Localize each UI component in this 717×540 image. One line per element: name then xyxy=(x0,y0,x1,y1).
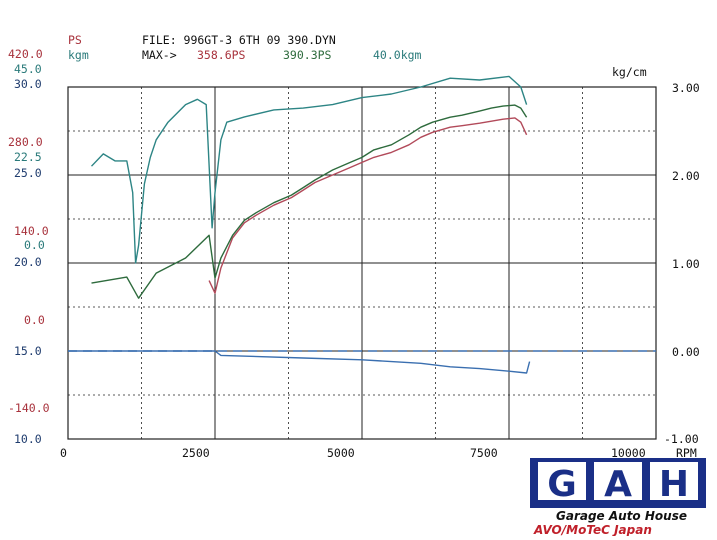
logo-letter: A xyxy=(604,464,632,505)
x-tick: 0 xyxy=(60,446,67,460)
x-axis-title: RPM xyxy=(676,446,697,460)
max-ps-red: 358.6PS xyxy=(197,48,246,62)
y-right-tick: -1.00 xyxy=(664,432,699,446)
x-tick: 7500 xyxy=(470,446,498,460)
max-label: MAX-> xyxy=(142,48,177,62)
logo-footer: AVO/MoTeC Japan xyxy=(533,523,652,536)
file-name: FILE: 996GT-3 6TH 09 390.DYN xyxy=(142,33,336,47)
y-right-tick: 2.00 xyxy=(672,169,700,183)
kgm-axis-title: kgm xyxy=(68,48,89,62)
y-ps-tick: 0.0 xyxy=(24,313,45,327)
logo-letter: H xyxy=(659,464,689,505)
y-kgm-tick: 22.5 xyxy=(14,150,42,164)
y-kgm-tick: 45.0 xyxy=(14,62,42,76)
logo-letter-box xyxy=(538,462,586,500)
y-ps-tick: -140.0 xyxy=(8,401,50,415)
y-ps-tick: 280.0 xyxy=(8,135,43,149)
y-right-axis-title: kg/cm xyxy=(612,65,647,79)
y-right-tick: 3.00 xyxy=(672,81,700,95)
x-tick: 5000 xyxy=(327,446,355,460)
logo-letter: G xyxy=(547,464,577,505)
logo-letter-box xyxy=(594,462,642,500)
y-ps-tick: 140.0 xyxy=(14,224,49,238)
y-left-tick: 25.0 xyxy=(14,166,42,180)
series-line-torque xyxy=(90,75,528,264)
series-line-ps-green xyxy=(91,104,528,299)
x-tick: 10000 xyxy=(611,446,646,460)
logo-letter-box xyxy=(650,462,698,500)
series-line-boost xyxy=(68,350,531,374)
y-left-tick: 30.0 xyxy=(14,77,42,91)
y-left-tick: 20.0 xyxy=(14,255,42,269)
logo-subtitle: Garage Auto House xyxy=(556,509,687,523)
y-right-tick: 0.00 xyxy=(672,345,700,359)
y-kgm-tick: 0.0 xyxy=(24,238,45,252)
x-tick: 2500 xyxy=(182,446,210,460)
plot-frame xyxy=(67,86,657,440)
y-left-tick: 10.0 xyxy=(14,432,42,446)
y-ps-tick: 420.0 xyxy=(8,47,43,61)
max-kgm: 40.0kgm xyxy=(373,48,422,62)
series-layer xyxy=(68,75,656,374)
y-right-tick: 1.00 xyxy=(672,257,700,271)
max-ps-green: 390.3PS xyxy=(283,48,332,62)
ps-axis-title: PS xyxy=(68,33,82,47)
y-left-tick: 15.0 xyxy=(14,344,42,358)
series-line-ps-red xyxy=(208,117,528,294)
gah-logo: G A H Garage Auto House AVO/MoTeC Japan xyxy=(528,456,712,537)
